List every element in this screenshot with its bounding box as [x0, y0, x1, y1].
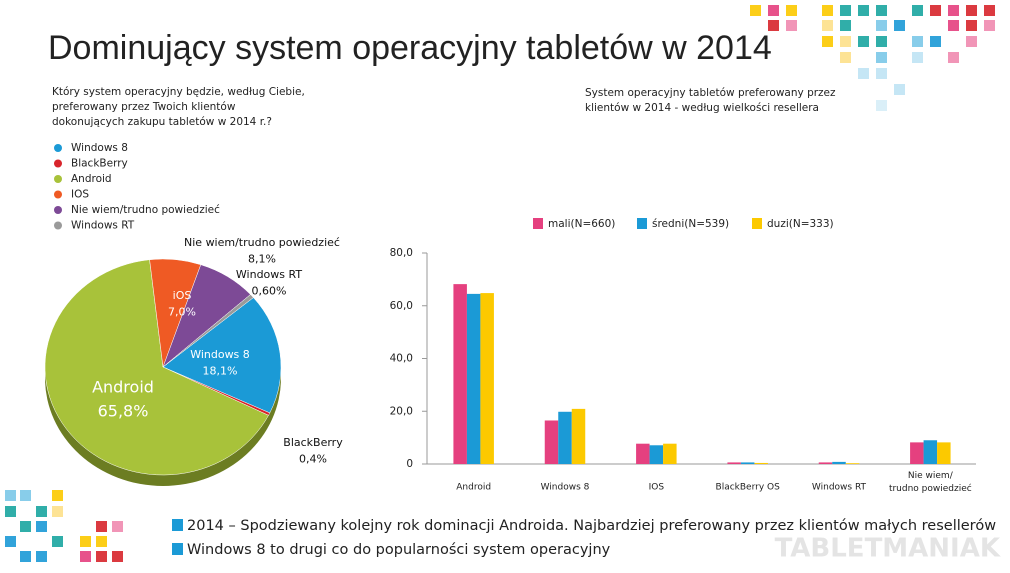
legend-marker — [54, 175, 62, 183]
bar — [832, 461, 846, 464]
bar — [649, 445, 664, 464]
legend-marker — [533, 218, 543, 229]
pie-value: 7,0% — [168, 306, 196, 319]
legend-label: mali(N=660) — [548, 218, 615, 230]
pie-label: iOS — [173, 289, 192, 302]
x-tick-label: Windows RT — [812, 483, 867, 493]
y-tick-label: 60,0 — [390, 300, 413, 312]
subtitle: System operacyjny tabletów preferowany p… — [585, 87, 836, 114]
bullet: Windows 8 to drugi co do popularności sy… — [187, 542, 611, 558]
bar — [845, 463, 860, 464]
x-tick-label: IOS — [649, 483, 665, 493]
legend-label: IOS — [71, 189, 89, 201]
x-tick-label: Nie wiem/trudno powiedzieć — [889, 471, 972, 494]
pie-slice — [162, 297, 282, 414]
pie-label: BlackBerry — [283, 436, 343, 449]
y-tick-label: 20,0 — [390, 405, 413, 417]
legend-label: duzi(N=333) — [767, 218, 834, 230]
x-tick-label: Windows 8 — [541, 483, 590, 493]
legend-marker — [54, 206, 62, 214]
legend-marker — [637, 218, 647, 229]
bar — [910, 442, 924, 464]
pie-value: 18,1% — [203, 365, 238, 378]
pie-label: Nie wiem/trudno powiedzieć — [184, 236, 340, 249]
bar — [636, 443, 650, 464]
bar — [740, 462, 755, 464]
y-tick-label: 0 — [406, 458, 413, 470]
bar — [754, 462, 768, 464]
bullet: 2014 – Spodziewany kolejny rok dominacji… — [187, 518, 996, 534]
legend-label: Windows RT — [71, 220, 135, 232]
bar — [923, 440, 938, 464]
pie-label: Windows RT — [236, 268, 302, 281]
bar — [663, 443, 677, 464]
legend-label: BlackBerry — [71, 158, 128, 170]
title: Dominujący system operacyjny tabletów w … — [48, 29, 772, 67]
pie-value: 65,8% — [98, 402, 149, 421]
x-tick-label: BlackBerry OS — [716, 483, 781, 493]
bar — [818, 462, 833, 464]
pie-slice — [44, 259, 269, 476]
legend-marker — [54, 159, 62, 168]
pie-label: Android — [92, 378, 154, 397]
legend-label: Android — [71, 173, 112, 185]
x-tick-label: Android — [456, 483, 491, 493]
bar — [466, 293, 481, 464]
legend-label: Nie wiem/trudno powiedzieć — [71, 204, 220, 216]
pie-value: 8,1% — [248, 253, 276, 266]
legend-label: Windows 8 — [71, 142, 128, 154]
legend-marker — [54, 144, 62, 152]
bar — [558, 411, 572, 464]
bar — [727, 462, 741, 464]
y-tick-label: 80,0 — [390, 247, 413, 259]
pie-slice — [162, 294, 254, 368]
bar — [453, 284, 467, 464]
bar — [937, 442, 951, 464]
legend-label: średni(N=539) — [652, 218, 729, 230]
legend-marker — [54, 190, 62, 199]
bar — [544, 420, 559, 464]
pie-value: 0,60% — [252, 285, 287, 298]
bar — [571, 408, 586, 464]
bullet-icon — [172, 519, 183, 531]
pie-label: Windows 8 — [190, 348, 250, 361]
bar — [480, 293, 494, 464]
pie-value: 0,4% — [299, 453, 327, 466]
subtitle: Który system operacyjny będzie, według C… — [52, 86, 305, 128]
bullet-icon — [172, 543, 183, 555]
legend-marker — [54, 221, 62, 230]
y-tick-label: 40,0 — [390, 353, 413, 365]
brand: TABLETMANIAK — [775, 534, 1001, 564]
decoration — [5, 5, 995, 562]
legend-marker — [752, 218, 762, 229]
